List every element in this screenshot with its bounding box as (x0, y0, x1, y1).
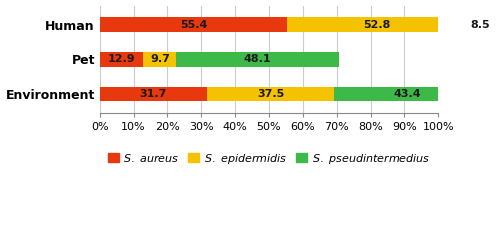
Text: 9.7: 9.7 (150, 54, 169, 64)
Bar (100, 17, 287, 32)
Bar (465, 17, 493, 32)
Text: 31.7: 31.7 (139, 89, 167, 99)
Text: 52.8: 52.8 (362, 20, 389, 30)
Legend: $\it{S.}$ $\it{aureus}$, $\it{S.}$ $\it{epidermidis}$, $\it{S.}$ $\it{pseudinter: $\it{S.}$ $\it{aureus}$, $\it{S.}$ $\it{… (103, 147, 434, 170)
Text: 8.5: 8.5 (469, 20, 489, 30)
Bar (206, 87, 333, 101)
Bar (100, 87, 206, 101)
Bar (143, 52, 176, 67)
Bar (333, 87, 480, 101)
Text: 55.4: 55.4 (179, 20, 207, 30)
Text: 48.1: 48.1 (243, 54, 271, 64)
Bar (287, 17, 465, 32)
Bar (176, 52, 338, 67)
Text: 12.9: 12.9 (108, 54, 135, 64)
Bar (100, 52, 143, 67)
Text: 43.4: 43.4 (393, 89, 420, 99)
Text: 37.5: 37.5 (257, 89, 284, 99)
